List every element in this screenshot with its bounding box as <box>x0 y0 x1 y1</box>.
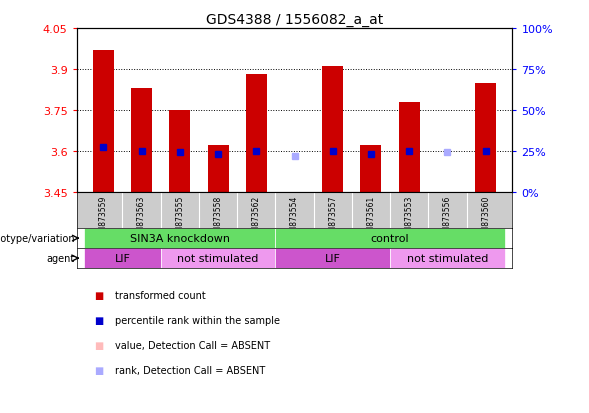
Bar <box>360 146 382 192</box>
Text: genotype/variation: genotype/variation <box>0 233 75 244</box>
Text: GSM873562: GSM873562 <box>252 195 261 241</box>
Text: GSM873557: GSM873557 <box>328 195 337 242</box>
Bar <box>322 67 343 192</box>
Text: not stimulated: not stimulated <box>407 254 488 263</box>
Text: ■: ■ <box>94 290 104 300</box>
Bar <box>276 228 505 249</box>
Text: ■: ■ <box>94 365 104 375</box>
Text: GSM873554: GSM873554 <box>290 195 299 242</box>
Text: transformed count: transformed count <box>115 290 206 300</box>
Text: GSM873558: GSM873558 <box>214 195 223 241</box>
Bar <box>84 228 276 249</box>
Text: not stimulated: not stimulated <box>177 254 259 263</box>
Bar <box>276 249 390 268</box>
Title: GDS4388 / 1556082_a_at: GDS4388 / 1556082_a_at <box>206 12 383 26</box>
Text: SIN3A knockdown: SIN3A knockdown <box>130 233 230 244</box>
Text: GSM873561: GSM873561 <box>366 195 375 241</box>
Text: GSM873556: GSM873556 <box>443 195 452 242</box>
Text: LIF: LIF <box>114 254 130 263</box>
Text: rank, Detection Call = ABSENT: rank, Detection Call = ABSENT <box>115 365 265 375</box>
Bar <box>390 249 505 268</box>
Bar <box>207 146 229 192</box>
Bar <box>161 249 276 268</box>
Text: GSM873563: GSM873563 <box>137 195 146 242</box>
Text: GSM873555: GSM873555 <box>176 195 184 242</box>
Text: value, Detection Call = ABSENT: value, Detection Call = ABSENT <box>115 340 270 350</box>
Text: ■: ■ <box>94 340 104 350</box>
Text: percentile rank within the sample: percentile rank within the sample <box>115 315 280 325</box>
Bar <box>84 249 161 268</box>
Text: GSM873560: GSM873560 <box>481 195 490 242</box>
Text: ■: ■ <box>94 315 104 325</box>
Text: LIF: LIF <box>325 254 340 263</box>
Text: control: control <box>370 233 409 244</box>
Bar <box>169 111 190 192</box>
Text: GSM873559: GSM873559 <box>99 195 108 242</box>
Bar <box>399 102 420 192</box>
Text: GSM873553: GSM873553 <box>405 195 413 242</box>
Bar <box>93 51 114 192</box>
Text: agent: agent <box>47 254 75 263</box>
Bar <box>131 89 152 192</box>
Bar <box>475 83 496 192</box>
Bar <box>246 75 267 192</box>
